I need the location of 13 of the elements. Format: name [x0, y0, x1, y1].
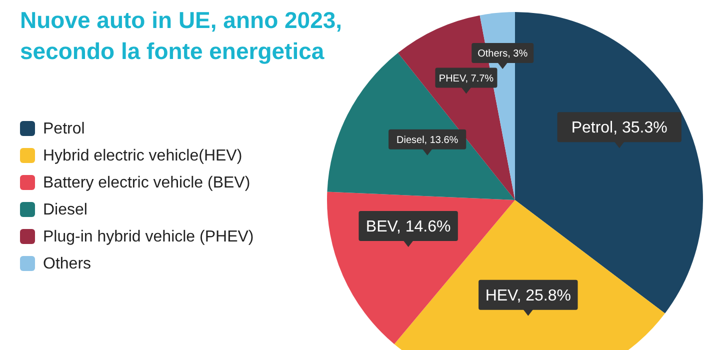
text: Nuove auto in UE, anno 2023, secondo la fonte energetica: [20, 7, 342, 64]
legend-label: Hybrid electric vehicle(HEV): [43, 148, 242, 165]
data-label: Petrol, 35.3%: [571, 120, 668, 137]
legend-label: Plug-in hybrid vehicle (PHEV): [43, 228, 254, 246]
data-label: Diesel, 13.6%: [396, 134, 458, 146]
legend-label: Others: [43, 256, 92, 273]
data-label: Others, 3%: [478, 48, 528, 60]
data-label: HEV, 25.8%: [485, 287, 571, 304]
legend-label: Diesel: [43, 202, 88, 219]
data-label: BEV, 14.6%: [366, 218, 451, 236]
legend-label: Petrol: [43, 120, 85, 138]
data-label: PHEV, 7.7%: [438, 73, 494, 84]
legend-label: Battery electric vehicle (BEV): [43, 174, 250, 192]
